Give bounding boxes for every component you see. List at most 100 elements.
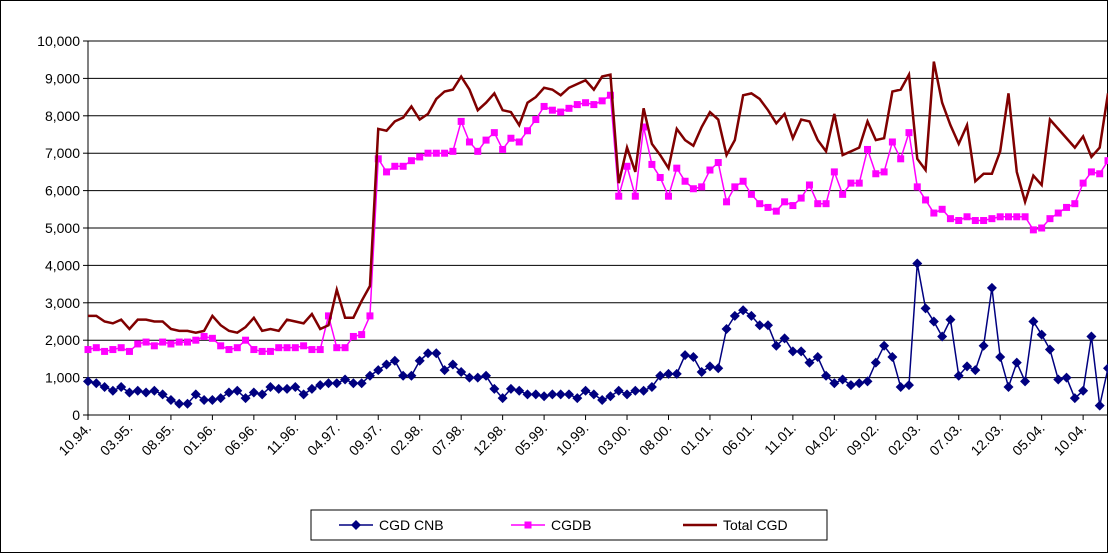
point: [275, 344, 283, 352]
point: [92, 344, 100, 352]
point: [1013, 213, 1021, 221]
point: [258, 347, 266, 355]
point: [208, 334, 216, 342]
point: [465, 138, 473, 146]
point: [489, 383, 500, 394]
point: [796, 346, 807, 357]
point: [1038, 224, 1046, 232]
legend-label: CGD CNB: [379, 517, 444, 533]
point: [474, 147, 482, 155]
point: [539, 391, 550, 402]
legend-box: [310, 509, 828, 541]
point: [729, 310, 740, 321]
point: [739, 177, 747, 185]
point: [1087, 168, 1095, 176]
y-tick-label: 3,000: [45, 295, 80, 311]
point: [970, 365, 981, 376]
point: [789, 202, 797, 210]
point: [414, 355, 425, 366]
point: [996, 213, 1004, 221]
point: [779, 333, 790, 344]
point: [862, 376, 873, 387]
y-tick-label: 8,000: [45, 108, 80, 124]
point: [688, 352, 699, 363]
point: [159, 338, 167, 346]
point: [207, 395, 218, 406]
point: [731, 183, 739, 191]
point: [225, 346, 233, 354]
point: [978, 340, 989, 351]
point: [830, 168, 838, 176]
point: [714, 159, 722, 167]
point: [920, 303, 931, 314]
point: [497, 393, 508, 404]
point: [1079, 179, 1087, 187]
point: [597, 395, 608, 406]
point: [323, 378, 334, 389]
point: [175, 338, 183, 346]
legend-marker: [524, 521, 532, 529]
point: [416, 153, 424, 161]
point: [182, 398, 193, 409]
point: [333, 344, 341, 352]
legend-label: CGDB: [551, 517, 591, 533]
y-tick-label: 9,000: [45, 70, 80, 86]
point: [855, 179, 863, 187]
y-tick-label: 5,000: [45, 220, 80, 236]
point: [680, 350, 691, 361]
point: [845, 380, 856, 391]
point: [839, 190, 847, 198]
point: [671, 368, 682, 379]
point: [656, 174, 664, 182]
point: [308, 346, 316, 354]
point: [1104, 157, 1108, 165]
point: [432, 149, 440, 157]
y-tick-label: 0: [72, 407, 80, 423]
point: [383, 168, 391, 176]
point: [223, 387, 234, 398]
point: [482, 136, 490, 144]
point: [787, 346, 798, 357]
point: [266, 347, 274, 355]
point: [298, 389, 309, 400]
point: [588, 389, 599, 400]
point: [290, 381, 301, 392]
point: [905, 129, 913, 137]
point: [381, 359, 392, 370]
point: [864, 145, 872, 153]
point: [1086, 331, 1097, 342]
point: [879, 340, 890, 351]
point: [1071, 200, 1079, 208]
point: [1021, 213, 1029, 221]
point: [1036, 329, 1047, 340]
point: [449, 147, 457, 155]
point: [870, 357, 881, 368]
point: [407, 157, 415, 165]
point: [1078, 385, 1089, 396]
point: [1103, 363, 1108, 374]
point: [706, 166, 714, 174]
point: [232, 385, 243, 396]
point: [149, 385, 160, 396]
point: [897, 155, 905, 163]
point: [854, 378, 865, 389]
point: [472, 372, 483, 383]
point: [91, 378, 102, 389]
point: [821, 370, 832, 381]
point: [829, 378, 840, 389]
point: [738, 305, 749, 316]
point: [913, 183, 921, 191]
point: [348, 378, 359, 389]
point: [797, 194, 805, 202]
point: [515, 138, 523, 146]
point: [481, 370, 492, 381]
point: [938, 205, 946, 213]
point: [622, 389, 633, 400]
series-line: [87, 93, 1108, 353]
point: [165, 395, 176, 406]
point: [1063, 203, 1071, 211]
point: [646, 381, 657, 392]
point: [257, 389, 268, 400]
point: [580, 385, 591, 396]
point: [638, 385, 649, 396]
